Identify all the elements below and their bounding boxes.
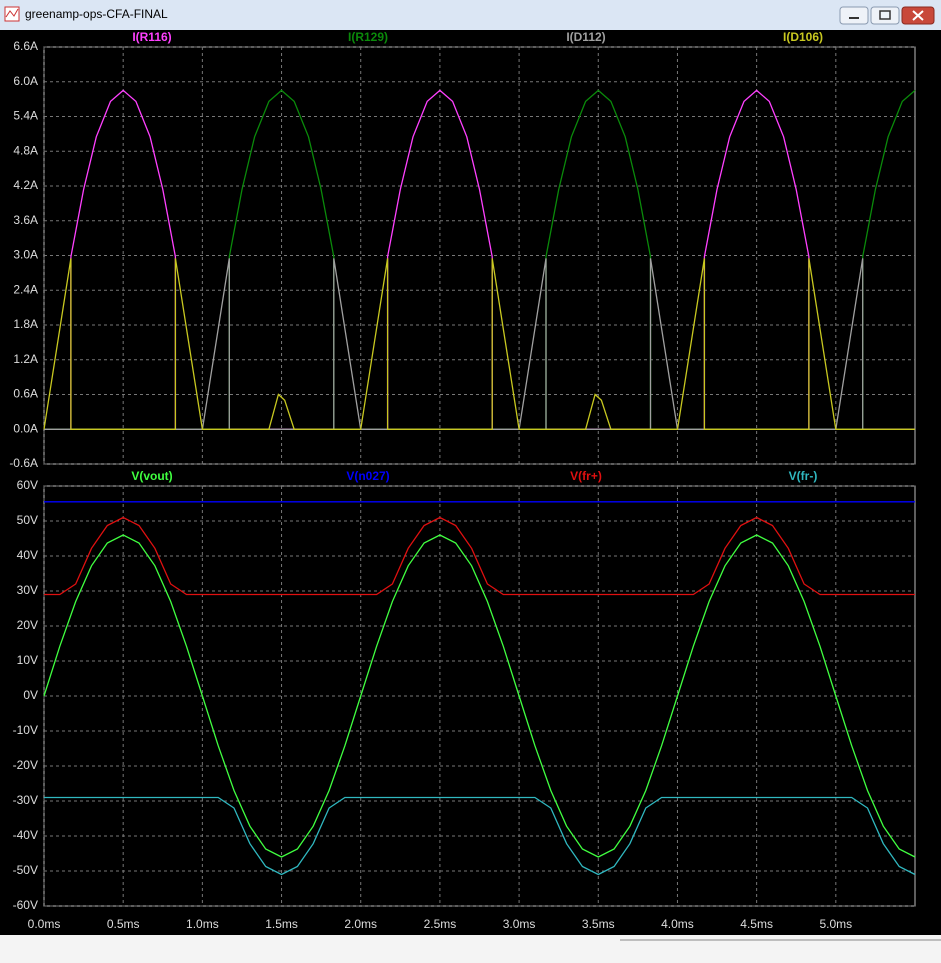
restore-icon: [879, 10, 891, 20]
x-tick-label: 4.0ms: [661, 917, 694, 931]
y-tick-label: 0V: [23, 688, 38, 702]
y-tick-label: 6.0A: [13, 74, 38, 88]
window-title: greenamp-ops-CFA-FINAL: [25, 7, 168, 21]
x-tick-label: 2.5ms: [424, 917, 457, 931]
y-tick-label: -0.6A: [9, 456, 38, 470]
title-bar: [0, 0, 941, 30]
y-tick-label: -10V: [13, 723, 38, 737]
legend-entry: V(fr+): [570, 469, 602, 483]
series-line: [43, 534, 916, 858]
y-tick-label: -20V: [13, 758, 38, 772]
x-tick-label: 1.0ms: [186, 917, 219, 931]
y-tick-label: -50V: [13, 863, 38, 877]
x-tick-label: 1.5ms: [265, 917, 298, 931]
y-tick-label: -60V: [13, 898, 38, 912]
x-tick-label: 0.0ms: [28, 917, 61, 931]
y-tick-label: 5.4A: [13, 109, 38, 123]
restore-button[interactable]: [870, 6, 900, 25]
legend-entry: V(n027): [346, 469, 389, 483]
y-tick-label: 20V: [17, 618, 38, 632]
y-tick-label: 4.8A: [13, 143, 38, 157]
y-tick-label: 4.2A: [13, 178, 38, 192]
y-tick-label: 2.4A: [13, 282, 38, 296]
legend-entry: I(D106): [783, 30, 823, 44]
series-line: [44, 796, 916, 876]
y-tick-label: -40V: [13, 828, 38, 842]
x-tick-label: 5.0ms: [819, 917, 852, 931]
series-line: [44, 89, 915, 430]
y-tick-label: 60V: [17, 478, 38, 492]
legend-entry: V(vout): [131, 469, 172, 483]
y-tick-label: 50V: [17, 513, 38, 527]
minimize-button[interactable]: [839, 6, 869, 25]
y-tick-label: 40V: [17, 548, 38, 562]
y-tick-label: 0.6A: [13, 387, 38, 401]
plot-background: [0, 30, 941, 935]
y-tick-label: 1.8A: [13, 317, 38, 331]
legend-entry: V(fr-): [789, 469, 818, 483]
legend-entry: I(R116): [132, 30, 171, 44]
series-line: [44, 258, 915, 430]
legend-entry: I(D112): [566, 30, 605, 44]
x-tick-label: 3.0ms: [503, 917, 536, 931]
x-tick-label: 2.0ms: [344, 917, 377, 931]
series-line: [44, 516, 915, 596]
legend-entry: I(R129): [348, 30, 388, 44]
y-tick-label: 3.0A: [13, 248, 38, 262]
close-icon: [912, 10, 924, 21]
x-tick-label: 0.5ms: [107, 917, 140, 931]
series-line: [43, 258, 915, 430]
x-tick-label: 3.5ms: [582, 917, 615, 931]
y-tick-label: 3.6A: [13, 213, 38, 227]
schematic-strip: [0, 935, 941, 963]
app-icon-glyph: [5, 8, 19, 18]
x-tick-label: 4.5ms: [740, 917, 773, 931]
y-tick-label: -30V: [13, 793, 38, 807]
y-tick-label: 6.6A: [13, 39, 38, 53]
y-tick-label: 10V: [17, 653, 38, 667]
y-tick-label: 0.0A: [13, 421, 38, 435]
y-tick-label: 1.2A: [13, 352, 38, 366]
y-tick-label: 30V: [17, 583, 38, 597]
